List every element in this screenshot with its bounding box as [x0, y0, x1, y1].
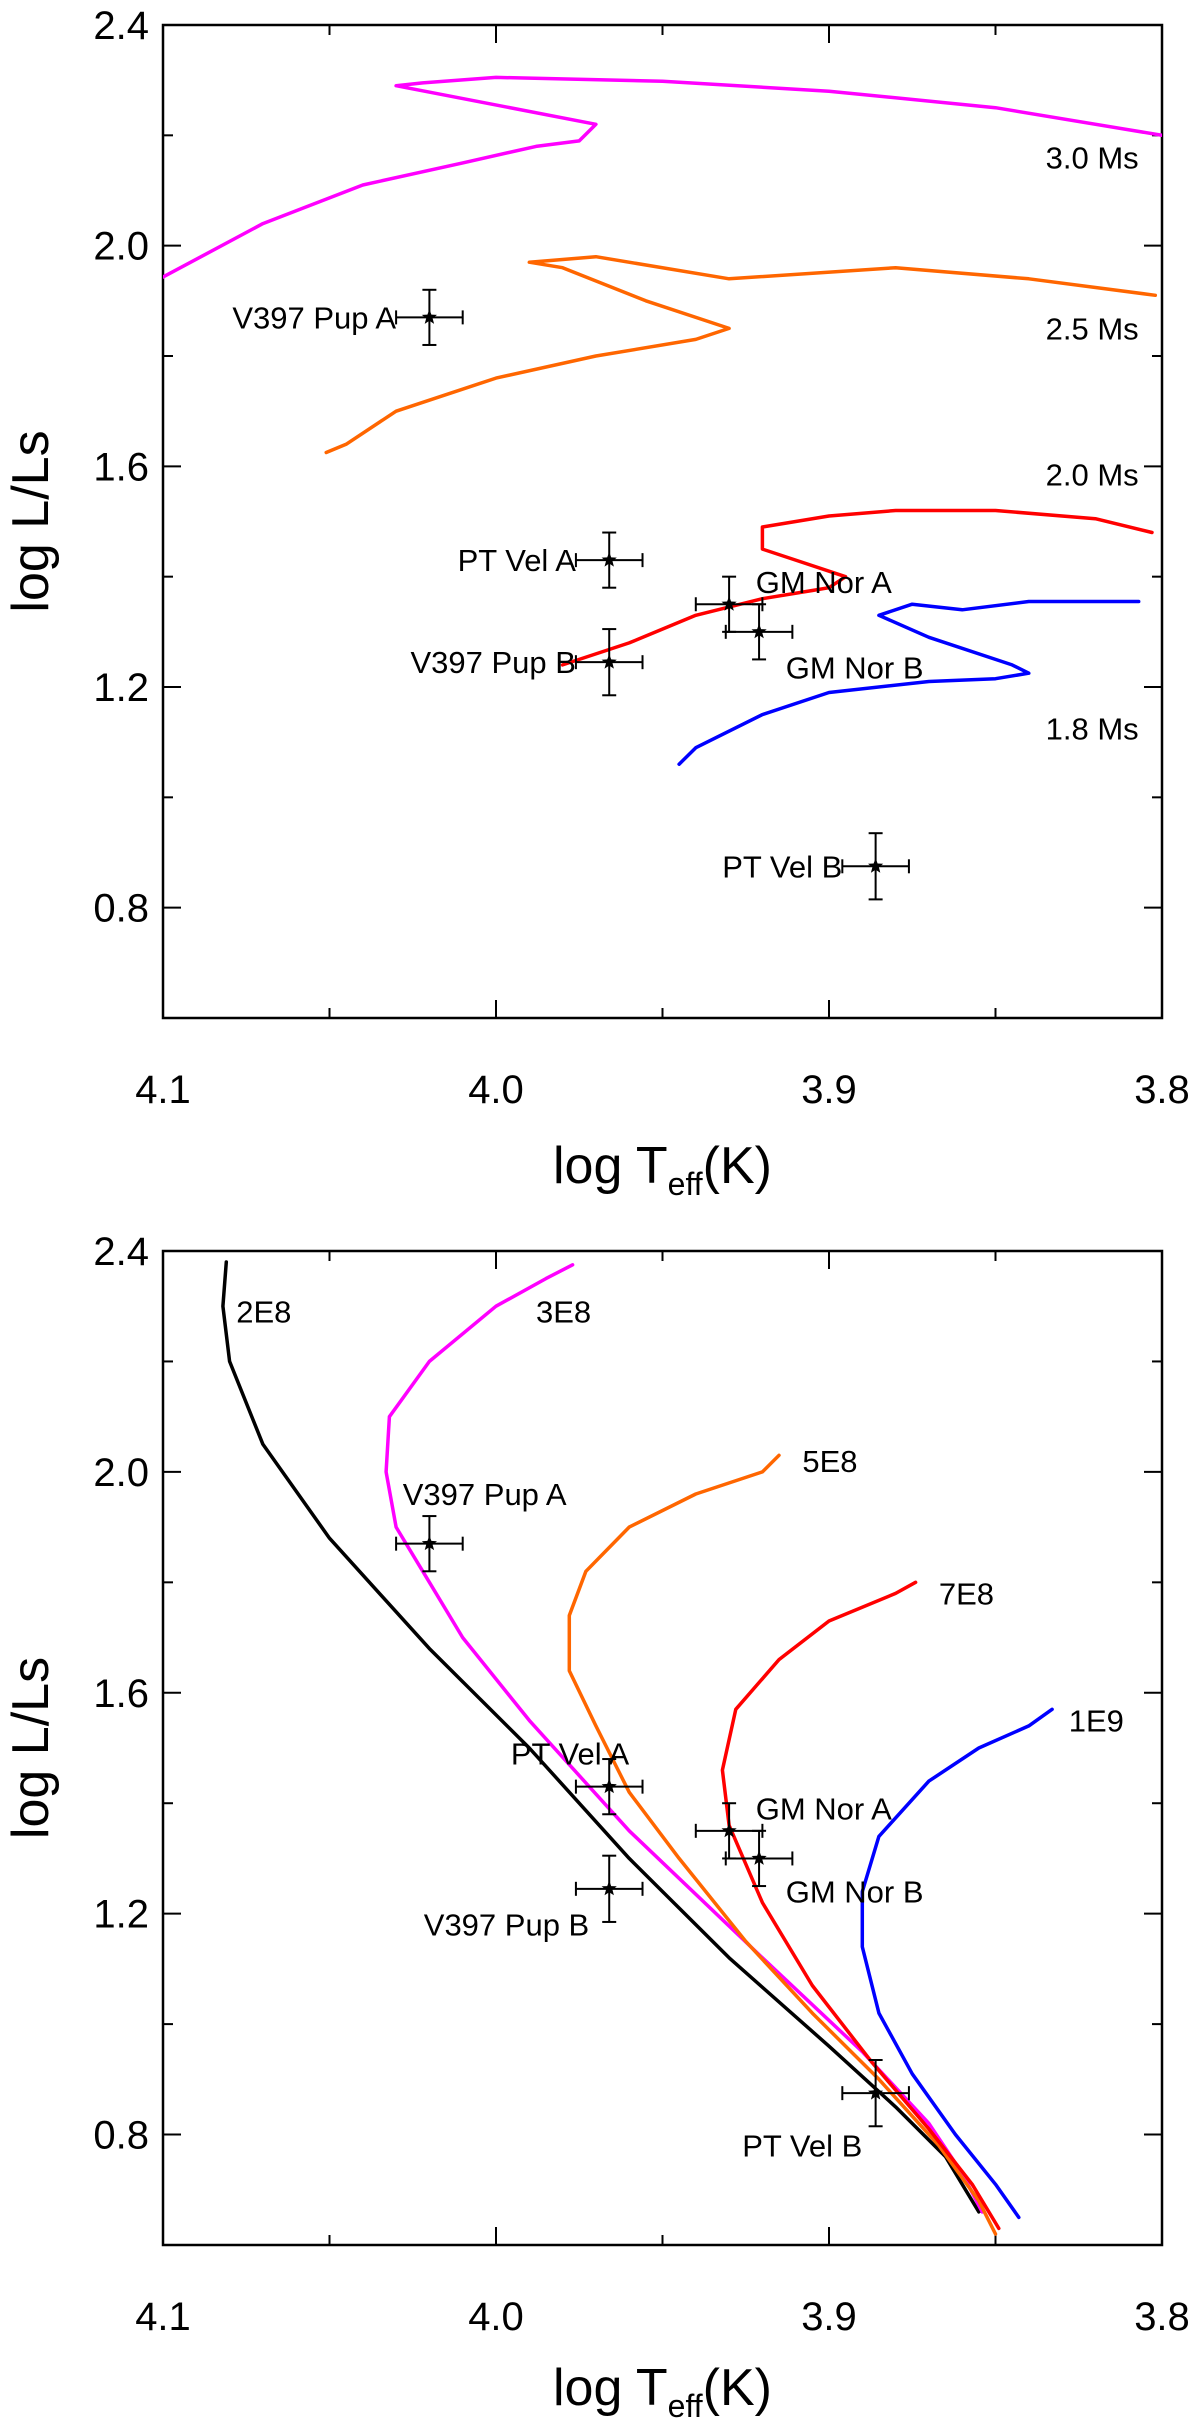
x-tick-label: 4.1	[135, 2295, 191, 2339]
series-line-1-8-ms	[677, 599, 1141, 766]
point-label: GM Nor B	[786, 651, 924, 686]
series-line-2-0-ms	[560, 508, 1154, 667]
y-tick-label: 2.4	[93, 4, 149, 48]
point-label: V397 Pup B	[410, 645, 575, 680]
star-marker	[721, 596, 737, 611]
point-label: GM Nor B	[786, 1875, 924, 1910]
curve-label: 3E8	[536, 1295, 591, 1330]
y-axis-title: log L/Ls	[2, 430, 60, 612]
x-axis-title-main: log T	[553, 2359, 668, 2417]
point-label: V397 Pup A	[403, 1477, 567, 1512]
series-line-5e8	[567, 1453, 998, 2236]
star-marker	[601, 1778, 617, 1794]
star-marker	[601, 654, 617, 669]
x-axis-title-main: log T	[553, 1137, 668, 1195]
curve-label: 7E8	[939, 1576, 994, 1611]
point-label: GM Nor A	[756, 565, 892, 600]
x-tick-label: 4.0	[468, 2295, 524, 2339]
y-tick-label: 1.2	[93, 666, 149, 710]
x-tick-label: 4.1	[135, 1068, 191, 1112]
y-tick-label: 0.8	[93, 887, 149, 931]
x-tick-label: 3.8	[1134, 1068, 1190, 1112]
x-axis-title-unit: (K)	[703, 1137, 772, 1195]
plot-frame	[161, 1249, 1164, 2247]
star-marker	[601, 1880, 617, 1896]
series-line-1e9	[860, 1707, 1054, 2220]
x-axis-title-subscript: eff	[668, 1166, 703, 1202]
y-tick-label: 2.0	[93, 225, 149, 269]
y-tick-label: 1.2	[93, 1893, 149, 1937]
x-tick-label: 3.9	[801, 2295, 857, 2339]
series-group	[163, 75, 1162, 766]
point-label: PT Vel A	[511, 1737, 630, 1772]
curve-label: 2.5 Ms	[1046, 311, 1139, 346]
point-label: PT Vel A	[458, 543, 577, 578]
point-label: V397 Pup A	[232, 300, 396, 335]
series-line-3-0-ms	[163, 75, 1162, 280]
x-tick-label: 3.8	[1134, 2295, 1190, 2339]
curve-label: 2E8	[236, 1295, 291, 1330]
x-axis-title: log Teff(K)	[553, 1137, 772, 1202]
y-tick-label: 0.8	[93, 2114, 149, 2158]
point-label: PT Vel B	[722, 849, 842, 884]
plot-frame	[161, 23, 1164, 1020]
star-marker	[751, 623, 767, 639]
y-axis-title: log L/Ls	[2, 1657, 60, 1839]
series-group	[221, 1260, 1054, 2236]
y-tick-label: 2.4	[93, 1230, 149, 1274]
x-tick-label: 3.9	[801, 1068, 857, 1112]
star-marker	[421, 1535, 437, 1551]
series-line-3e8	[384, 1263, 984, 2214]
curve-label: 1E9	[1069, 1703, 1124, 1738]
point-label: GM Nor A	[756, 1792, 892, 1827]
curve-label: 2.0 Ms	[1046, 458, 1139, 493]
point-label: V397 Pup B	[424, 1908, 589, 1943]
y-tick-label: 1.6	[93, 445, 149, 489]
star-marker	[751, 1850, 767, 1865]
y-tick-label: 2.0	[93, 1451, 149, 1495]
star-marker	[721, 1822, 737, 1838]
y-tick-label: 1.6	[93, 1672, 149, 1716]
x-axis-title: log Teff(K)	[553, 2359, 772, 2424]
curve-label: 1.8 Ms	[1046, 711, 1139, 746]
point-label: PT Vel B	[742, 2129, 862, 2164]
series-line-2e8	[221, 1260, 981, 2214]
star-marker	[868, 2085, 884, 2100]
curve-label: 3.0 Ms	[1046, 140, 1139, 175]
series-line-2-5-ms	[324, 254, 1158, 455]
star-marker	[421, 309, 437, 324]
x-tick-label: 4.0	[468, 1068, 524, 1112]
x-axis-title-subscript: eff	[668, 2388, 703, 2424]
x-axis-title-unit: (K)	[703, 2359, 772, 2417]
star-marker	[868, 858, 884, 873]
star-marker	[601, 552, 617, 567]
curve-label: 5E8	[802, 1444, 857, 1479]
